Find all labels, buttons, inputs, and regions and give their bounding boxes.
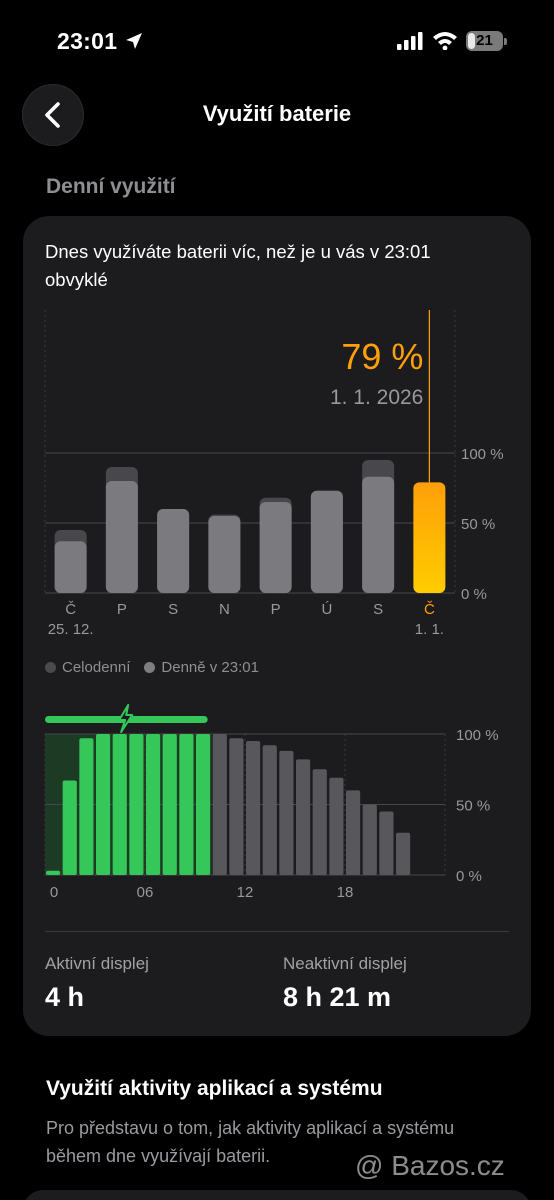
stat-active-display-label: Aktivní displej <box>45 954 149 973</box>
hourly-ytick-label: 50 % <box>456 798 490 815</box>
daily-bar-all-day <box>54 530 87 593</box>
daily-bar-at-time <box>259 502 292 593</box>
today-value-label: 79 % <box>341 336 423 377</box>
daily-xtick-label: Č <box>424 601 435 618</box>
stat-inactive-display: Neaktivní displej 8 h 21 m <box>283 954 407 1013</box>
daily-bar-all-day <box>362 460 395 593</box>
apps-activity-card[interactable] <box>23 1190 531 1200</box>
hourly-xtick-label: 18 <box>337 884 354 901</box>
hourly-xtick-label: 12 <box>237 884 254 901</box>
daily-bar-all-day <box>105 467 138 593</box>
daily-bar-all-day <box>310 490 343 593</box>
battery-level: 21 <box>476 32 493 49</box>
chart-legend: Celodenní Denně v 23:01 <box>45 659 269 676</box>
daily-bar-at-time <box>105 481 138 593</box>
hourly-ytick-label: 0 % <box>456 868 482 885</box>
location-arrow-icon <box>126 33 142 49</box>
daily-xtick-label: P <box>117 601 127 618</box>
battery-body <box>466 31 503 51</box>
daily-bar-at-time <box>362 476 395 593</box>
hourly-bar <box>279 750 294 875</box>
charging-indicator-bar <box>45 716 208 723</box>
legend-item-daily-at-time: Denně v 23:01 <box>144 659 259 676</box>
charging-background <box>45 734 212 875</box>
hourly-battery-chart[interactable]: 100 % 50 % 0 % 0 06 12 18 <box>23 216 531 916</box>
stat-active-display: Aktivní displej 4 h <box>45 954 149 1013</box>
daily-bar-at-time <box>310 490 343 593</box>
hourly-bar <box>296 759 311 875</box>
hourly-bar <box>212 734 227 875</box>
battery-indicator: 21 <box>466 31 508 51</box>
daily-bar-all-day <box>208 514 241 593</box>
page-title: Využití baterie <box>202 101 352 126</box>
daily-bar-all-day <box>259 497 292 593</box>
today-date-label: 1. 1. 2026 <box>330 386 423 409</box>
hourly-bar <box>146 734 161 875</box>
hourly-bar <box>79 738 94 875</box>
chevron-left-icon <box>45 102 60 128</box>
daily-ytick-label: 50 % <box>461 516 495 533</box>
stat-active-display-value: 4 h <box>45 982 85 1012</box>
hourly-xtick-label: 06 <box>137 884 154 901</box>
card-divider <box>45 931 509 932</box>
hourly-bar <box>229 738 244 875</box>
daily-ytick-label: 0 % <box>461 586 487 603</box>
status-time: 23:01 <box>57 28 118 54</box>
daily-xtick-label: S <box>373 601 383 618</box>
hourly-bar <box>62 780 77 875</box>
battery-fill <box>468 33 475 49</box>
legend-label-daily-at-time: Denně v 23:01 <box>161 659 259 676</box>
daily-date-label: 1. 1. <box>415 621 444 636</box>
hourly-bar <box>179 734 194 875</box>
daily-xtick-label: Ú <box>321 601 332 618</box>
hourly-bar <box>362 804 377 875</box>
wifi-icon <box>433 32 457 50</box>
cellular-signal-icon <box>397 32 423 50</box>
back-button[interactable] <box>22 84 84 146</box>
hourly-bar <box>162 734 177 875</box>
daily-bar-all-day <box>157 509 190 593</box>
daily-bar-at-time <box>157 509 190 593</box>
stat-inactive-display-label: Neaktivní displej <box>283 954 407 973</box>
daily-bar-at-time <box>54 541 87 593</box>
hourly-bar <box>312 769 327 875</box>
daily-xtick-label: S <box>168 601 178 618</box>
section-title-daily: Denní využití <box>46 175 176 198</box>
daily-xtick-label: N <box>219 601 230 618</box>
charts-area: 100 % 50 % 0 % Č 25. 12. P S N P Ú S Č 1. 1. 79 % 1. 1… <box>23 216 531 1036</box>
battery-tip <box>504 38 507 45</box>
daily-date-label: 25. 12. <box>48 621 94 636</box>
hourly-bar <box>329 777 344 875</box>
stat-inactive-display-value: 8 h 21 m <box>283 982 392 1012</box>
hourly-bar <box>96 734 111 875</box>
nav-bar: Využití baterie <box>0 84 554 146</box>
daily-bar-today <box>413 482 446 593</box>
battery-usage-card: Dnes využíváte baterii víc, než je u vás… <box>23 216 531 1036</box>
hourly-bar <box>246 741 261 875</box>
daily-xtick-label: Č <box>65 601 76 618</box>
hourly-ytick-label: 100 % <box>456 727 499 744</box>
legend-item-all-day: Celodenní <box>45 659 130 676</box>
daily-xtick-label: P <box>271 601 281 618</box>
hourly-bar <box>196 734 211 875</box>
apps-activity-title: Využití aktivity aplikací a systému <box>46 1077 383 1100</box>
hourly-bar <box>46 870 61 875</box>
legend-dot-daily-at-time <box>144 662 156 673</box>
hourly-bar <box>129 734 144 875</box>
hourly-bar <box>396 832 411 875</box>
hourly-bar <box>262 745 277 875</box>
legend-dot-all-day <box>45 662 56 673</box>
daily-ytick-label: 100 % <box>461 446 504 463</box>
daily-bar-at-time <box>208 516 241 593</box>
hourly-bar <box>379 811 394 875</box>
status-bar: 23:01 21 <box>0 0 554 80</box>
bolt-icon <box>118 704 134 733</box>
apps-activity-description: Pro představu o tom, jak aktivity aplika… <box>46 1118 455 1166</box>
legend-label-all-day: Celodenní <box>62 659 131 676</box>
card-headline: Dnes využíváte baterii víc, než je u vás… <box>45 241 431 290</box>
hourly-bar <box>346 790 361 875</box>
watermark: @ Bazos.cz <box>355 1150 505 1181</box>
hourly-xtick-label: 0 <box>50 884 58 901</box>
hourly-bar <box>112 734 127 875</box>
